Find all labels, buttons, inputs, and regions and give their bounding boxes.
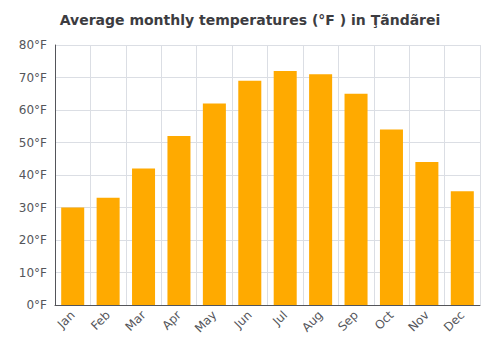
svg-text:60°F: 60°F	[19, 103, 47, 117]
svg-text:Jan: Jan	[54, 308, 78, 332]
svg-text:Mar: Mar	[123, 308, 149, 334]
svg-text:Aug: Aug	[299, 308, 325, 334]
svg-text:Dec: Dec	[441, 308, 467, 334]
svg-text:50°F: 50°F	[19, 136, 47, 150]
svg-text:Jul: Jul	[269, 308, 290, 329]
svg-text:Feb: Feb	[88, 308, 113, 333]
svg-text:Oct: Oct	[372, 308, 397, 333]
svg-text:Jun: Jun	[231, 308, 255, 332]
svg-text:May: May	[192, 308, 219, 335]
svg-text:80°F: 80°F	[19, 38, 47, 52]
svg-text:30°F: 30°F	[19, 201, 47, 215]
svg-text:70°F: 70°F	[19, 71, 47, 85]
svg-text:20°F: 20°F	[19, 233, 47, 247]
svg-text:Sep: Sep	[335, 308, 361, 334]
svg-text:40°F: 40°F	[19, 168, 47, 182]
svg-text:Nov: Nov	[405, 308, 431, 334]
svg-text:10°F: 10°F	[19, 266, 47, 280]
svg-text:0°F: 0°F	[26, 298, 47, 312]
svg-text:Apr: Apr	[159, 308, 184, 333]
svg-text:Average monthly temperatures (: Average monthly temperatures (°F ) in Ţã…	[60, 12, 441, 28]
